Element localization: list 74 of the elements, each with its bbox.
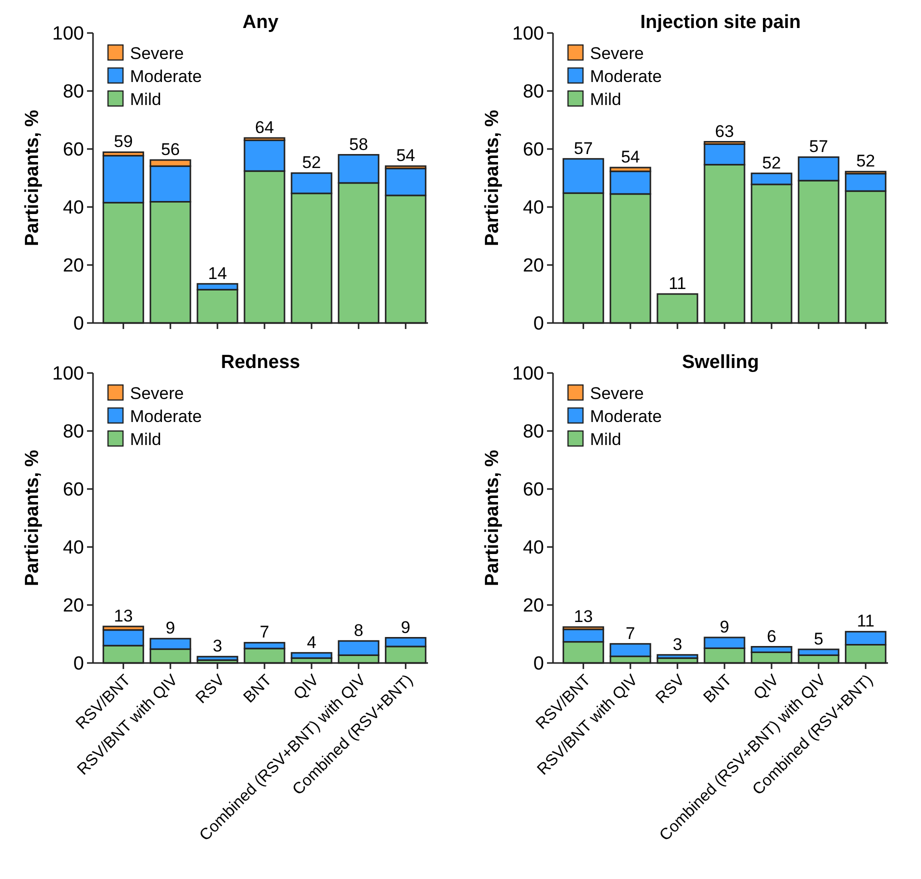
total-label: 14 [208, 264, 227, 283]
total-label: 11 [668, 274, 686, 293]
y-tick-label: 0 [533, 314, 544, 335]
y-tick-label: 40 [62, 538, 84, 559]
y-tick-label: 100 [512, 364, 544, 385]
y-tick-label: 60 [522, 140, 544, 161]
legend-label: Severe [590, 384, 644, 403]
y-tick-label: 0 [73, 654, 84, 675]
y-tick-label: 20 [62, 256, 84, 277]
total-label: 3 [672, 634, 682, 654]
chart-title: Redness [220, 352, 300, 373]
total-label: 52 [762, 153, 782, 172]
y-tick-label: 20 [62, 596, 84, 617]
y-tick-label: 80 [522, 82, 544, 103]
y-tick-label: 60 [522, 480, 544, 501]
total-label: 52 [302, 153, 322, 172]
total-label: 56 [160, 140, 180, 160]
total-label: 57 [574, 138, 593, 158]
legend-label: Severe [590, 44, 644, 63]
y-tick-label: 40 [62, 198, 84, 219]
y-axis-title: Participants, % [22, 110, 43, 246]
total-label: 7 [626, 624, 636, 643]
legend-label: Moderate [590, 66, 662, 86]
total-label: 9 [720, 617, 730, 636]
legend-label: Mild [590, 430, 622, 449]
y-axis-title: Participants, % [22, 450, 43, 586]
legend-label: Mild [130, 90, 162, 109]
total-label: 54 [396, 146, 416, 166]
total-label: 52 [856, 152, 876, 171]
total-label: 54 [620, 148, 640, 167]
total-label: 4 [306, 632, 316, 652]
total-label: 59 [114, 132, 133, 152]
y-tick-label: 60 [62, 140, 84, 161]
total-label: 7 [260, 622, 270, 642]
y-tick-label: 20 [522, 596, 544, 617]
y-tick-label: 20 [522, 256, 544, 277]
y-tick-label: 80 [62, 422, 84, 443]
total-label: 8 [354, 620, 364, 640]
chart-title: Any [242, 12, 279, 33]
chart-title: Injection site pain [640, 12, 801, 33]
total-label: 57 [809, 137, 828, 156]
y-axis-title: Participants, % [482, 110, 503, 246]
x-tick-label: QIV [750, 672, 783, 704]
y-tick-label: 0 [73, 314, 84, 335]
total-label: 9 [400, 618, 410, 637]
x-tick-label: QIV [290, 672, 323, 704]
total-label: 9 [166, 618, 176, 638]
y-tick-label: 40 [522, 538, 544, 559]
y-tick-label: 100 [512, 24, 544, 45]
chart-title: Swelling [682, 352, 760, 373]
legend-label: Moderate [590, 406, 662, 426]
legend-label: Moderate [130, 406, 202, 426]
y-tick-label: 60 [62, 480, 84, 501]
total-label: 13 [574, 607, 593, 626]
total-label: 3 [212, 636, 222, 656]
total-label: 6 [766, 626, 776, 646]
y-tick-label: 100 [52, 364, 84, 385]
total-label: 11 [856, 612, 874, 631]
legend-label: Mild [590, 90, 622, 109]
legend-label: Severe [130, 384, 184, 403]
y-tick-label: 80 [62, 82, 84, 103]
legend-label: Severe [130, 44, 184, 63]
total-label: 58 [349, 134, 368, 154]
total-label: 5 [814, 629, 824, 648]
total-label: 63 [715, 122, 734, 141]
y-axis-title: Participants, % [482, 450, 503, 586]
y-tick-label: 0 [533, 654, 544, 675]
y-tick-label: 40 [522, 198, 544, 219]
y-tick-label: 80 [522, 422, 544, 443]
y-tick-label: 100 [52, 24, 84, 45]
legend-label: Moderate [130, 66, 202, 86]
total-label: 13 [114, 606, 133, 626]
total-label: 64 [255, 118, 274, 137]
legend-label: Mild [130, 430, 162, 449]
